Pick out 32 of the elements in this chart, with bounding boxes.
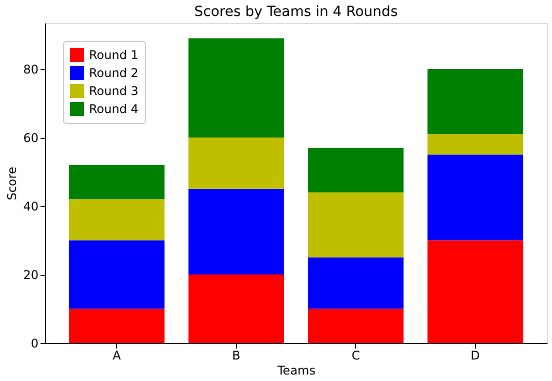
bar xyxy=(427,154,524,240)
bar xyxy=(188,138,284,189)
y-tick-label: 40 xyxy=(23,200,38,214)
y-tick-label: 60 xyxy=(23,131,38,146)
y-tick-label: 20 xyxy=(23,268,38,282)
x-tick-label: B xyxy=(232,348,240,362)
y-tick-label: 80 xyxy=(23,62,38,77)
legend-label: Round 4 xyxy=(89,102,138,116)
y-tick-label: 0 xyxy=(30,336,38,350)
legend-label: Round 1 xyxy=(89,48,138,62)
bar xyxy=(308,148,404,192)
chart-title: Scores by Teams in 4 Rounds xyxy=(194,4,398,20)
bar xyxy=(427,69,524,134)
x-tick-label: C xyxy=(352,348,360,362)
x-tick-label: A xyxy=(112,348,122,362)
legend-label: Round 3 xyxy=(89,84,138,98)
bar xyxy=(308,308,404,343)
bar xyxy=(68,240,165,309)
x-tick-label: D xyxy=(470,348,480,362)
bar xyxy=(188,274,284,343)
bar xyxy=(68,164,165,200)
bar xyxy=(308,192,404,258)
x-axis-title: Teams xyxy=(276,364,316,378)
y-axis-title: Score xyxy=(5,166,20,200)
bar xyxy=(427,134,524,155)
legend-label: Round 2 xyxy=(89,66,138,80)
bar xyxy=(68,199,165,240)
bar xyxy=(308,257,404,309)
bar xyxy=(427,240,524,343)
bar xyxy=(188,38,284,138)
bar xyxy=(188,188,284,275)
bar xyxy=(68,308,165,343)
